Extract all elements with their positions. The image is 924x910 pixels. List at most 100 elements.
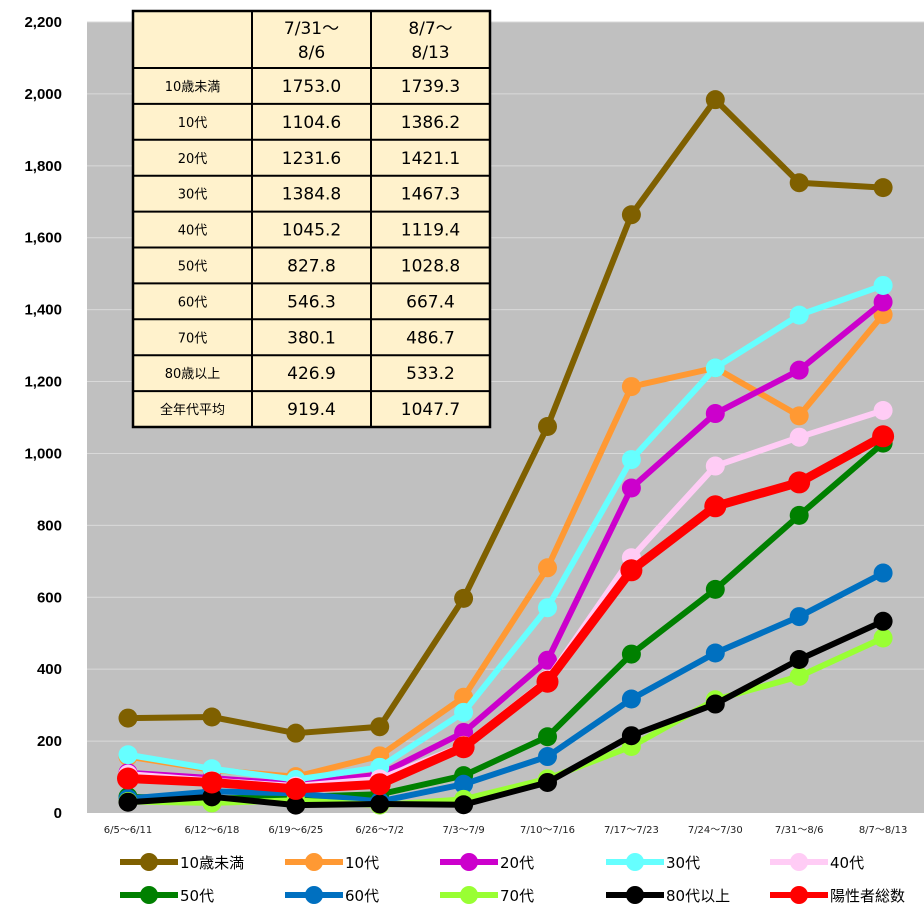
data-point bbox=[873, 563, 893, 583]
legend-item: 80代以上 bbox=[606, 886, 730, 905]
y-tick-label: 400 bbox=[37, 661, 62, 678]
y-tick-label: 1,800 bbox=[24, 158, 62, 175]
table-row-label: 40代 bbox=[178, 224, 208, 239]
data-point bbox=[286, 795, 306, 815]
y-tick-label: 800 bbox=[37, 517, 62, 534]
data-point bbox=[789, 505, 809, 525]
series-1 bbox=[118, 90, 893, 743]
x-tick-label: 7/24～7/30 bbox=[688, 825, 743, 836]
table-cell: 1119.4 bbox=[401, 221, 460, 241]
data-point bbox=[200, 771, 223, 794]
table-header: 7/31～ bbox=[284, 19, 339, 39]
series-layer bbox=[117, 90, 895, 815]
data-point bbox=[454, 774, 474, 794]
data-point bbox=[621, 205, 641, 225]
data-point bbox=[118, 708, 138, 728]
table-cell: 1104.6 bbox=[282, 113, 341, 133]
data-point bbox=[705, 579, 725, 599]
data-point bbox=[536, 670, 559, 693]
table-header: 8/7～ bbox=[408, 19, 452, 39]
legend-label: 60代 bbox=[345, 887, 379, 905]
x-tick-label: 7/17～7/23 bbox=[604, 825, 659, 836]
table-cell: 667.4 bbox=[406, 292, 455, 312]
data-point bbox=[454, 702, 474, 722]
legend-label: 陽性者総数 bbox=[830, 887, 905, 905]
legend-label: 30代 bbox=[666, 854, 700, 872]
data-point bbox=[873, 178, 893, 198]
y-tick-label: 1,000 bbox=[24, 445, 62, 462]
table-cell: 1045.2 bbox=[282, 221, 341, 241]
series-line bbox=[127, 440, 886, 802]
table-cell: 546.3 bbox=[287, 292, 336, 312]
table-cell: 533.2 bbox=[406, 364, 455, 384]
data-point bbox=[705, 358, 725, 378]
series-9 bbox=[118, 611, 893, 815]
table-row-label: 80歳以上 bbox=[165, 367, 221, 382]
legend-swatch-marker bbox=[140, 886, 158, 904]
table-cell: 1028.8 bbox=[401, 256, 460, 276]
y-tick-label: 0 bbox=[54, 805, 62, 822]
data-point bbox=[538, 416, 557, 436]
legend-label: 10歳未満 bbox=[180, 854, 244, 872]
data-point bbox=[286, 723, 306, 743]
table-background bbox=[131, 9, 492, 429]
legend-label: 40代 bbox=[830, 854, 864, 872]
legend-item: 50代 bbox=[120, 886, 214, 905]
x-tick-label: 6/12～6/18 bbox=[184, 825, 239, 836]
data-point bbox=[538, 747, 557, 767]
data-point bbox=[873, 275, 893, 295]
table-cell: 1467.3 bbox=[401, 185, 460, 205]
table-cell: 1739.3 bbox=[401, 77, 460, 97]
y-axis: 0 200 400 600 800 1,000 1,200 1,400 1,600 1,800 2,… bbox=[24, 14, 62, 822]
legend-swatch-marker bbox=[626, 886, 644, 904]
data-point bbox=[789, 427, 809, 447]
data-point bbox=[538, 598, 557, 618]
table-cell: 426.9 bbox=[287, 364, 336, 384]
table-cell: 1386.2 bbox=[401, 113, 460, 133]
data-point bbox=[788, 471, 811, 494]
data-point bbox=[789, 173, 809, 193]
y-tick-label: 2,200 bbox=[24, 14, 62, 31]
data-point bbox=[873, 611, 893, 631]
table-row-label: 20代 bbox=[178, 152, 208, 167]
data-point bbox=[452, 736, 475, 759]
series-line bbox=[127, 618, 885, 809]
data-point bbox=[789, 666, 809, 686]
data-point bbox=[789, 650, 809, 670]
data-point bbox=[621, 726, 641, 746]
legend-swatch-marker bbox=[305, 886, 323, 904]
data-point bbox=[705, 90, 725, 110]
data-point bbox=[454, 795, 474, 815]
data-point bbox=[621, 689, 641, 709]
legend-item: 10代 bbox=[285, 853, 379, 872]
table-header: 8/13 bbox=[411, 43, 449, 63]
data-point bbox=[705, 694, 725, 714]
table-cell: 1231.6 bbox=[282, 149, 341, 169]
y-tick-label: 1,600 bbox=[24, 230, 62, 247]
x-tick-label: 7/31～8/6 bbox=[775, 825, 824, 836]
table-row-label: 60代 bbox=[178, 295, 208, 310]
table-cell: 1753.0 bbox=[282, 77, 341, 97]
table-cell: 380.1 bbox=[287, 328, 336, 348]
x-tick-label: 6/26～7/2 bbox=[355, 825, 404, 836]
x-axis: 6/5～6/11 6/12～6/18 6/19～6/25 6/26～7/2 7/3～7/… bbox=[104, 825, 908, 836]
data-point bbox=[117, 767, 139, 790]
x-tick-label: 6/19～6/25 bbox=[268, 825, 323, 836]
data-point bbox=[789, 406, 809, 426]
x-tick-label: 6/5～6/11 bbox=[104, 825, 153, 836]
legend-swatch-marker bbox=[790, 853, 808, 871]
legend-item: 20代 bbox=[440, 853, 534, 872]
data-point bbox=[872, 425, 895, 448]
series-line bbox=[127, 96, 884, 737]
y-tick-label: 1,400 bbox=[24, 302, 62, 319]
data-point bbox=[621, 450, 641, 470]
data-point bbox=[705, 643, 725, 663]
data-point bbox=[370, 794, 390, 814]
data-point bbox=[705, 456, 725, 476]
table-row-label: 全年代平均 bbox=[160, 402, 225, 418]
x-tick-label: 8/7～8/13 bbox=[859, 825, 908, 836]
data-point bbox=[368, 773, 391, 796]
data-point bbox=[620, 559, 643, 582]
y-tick-label: 600 bbox=[37, 589, 62, 606]
